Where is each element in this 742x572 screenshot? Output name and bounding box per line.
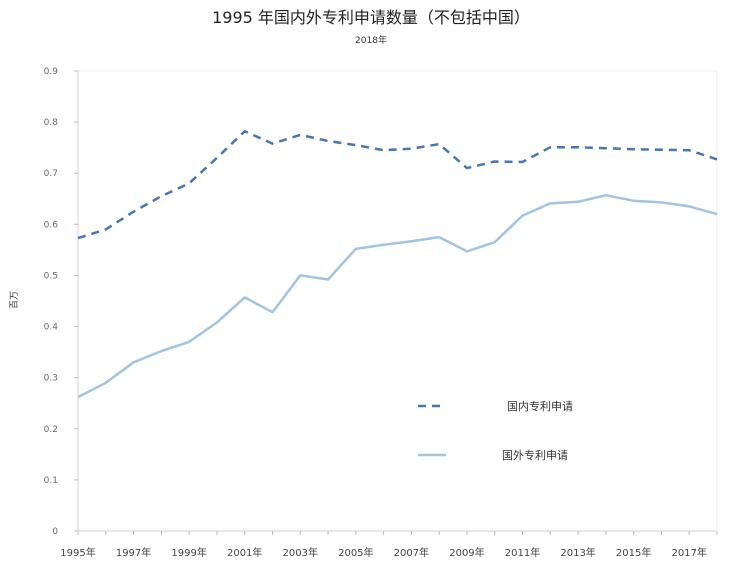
y-tick-label: 0 (52, 527, 58, 537)
y-tick-label: 0.9 (44, 67, 59, 77)
legend-label-1: 国外专利申请 (502, 448, 568, 462)
series-line-1 (77, 193, 718, 399)
series-line-0 (77, 130, 718, 240)
y-tick-label: 0.5 (44, 271, 58, 281)
x-tick-label: 2007年 (394, 546, 429, 559)
chart-title: 1995 年国内外专利申请数量（不包括中国） (212, 8, 530, 27)
x-tick-label: 2001年 (227, 546, 262, 559)
x-tick-label: 2017年 (671, 546, 706, 559)
x-tick-label: 1995年 (60, 546, 95, 559)
x-tick-label: 2011年 (505, 546, 540, 559)
y-tick-label: 0.4 (44, 323, 59, 333)
y-tick-label: 0.1 (44, 476, 58, 486)
y-tick-label: 0.8 (44, 118, 59, 128)
y-tick-label: 0.6 (44, 220, 59, 230)
x-tick-label: 2015年 (616, 546, 651, 559)
x-tick-label: 2003年 (283, 546, 318, 559)
x-tick-label: 1997年 (116, 546, 151, 559)
legend-label-0: 国内专利申请 (507, 399, 573, 413)
x-tick-label: 1999年 (171, 546, 206, 559)
x-tick-label: 2009年 (449, 546, 484, 559)
y-tick-label: 0.7 (44, 169, 58, 179)
x-tick-label: 2005年 (338, 546, 373, 559)
x-tick-label: 2013年 (560, 546, 595, 559)
y-tick-label: 0.2 (44, 425, 58, 435)
y-axis-label: 百万 (9, 291, 20, 309)
chart-subtitle: 2018年 (355, 36, 387, 46)
y-tick-label: 0.3 (44, 374, 58, 384)
